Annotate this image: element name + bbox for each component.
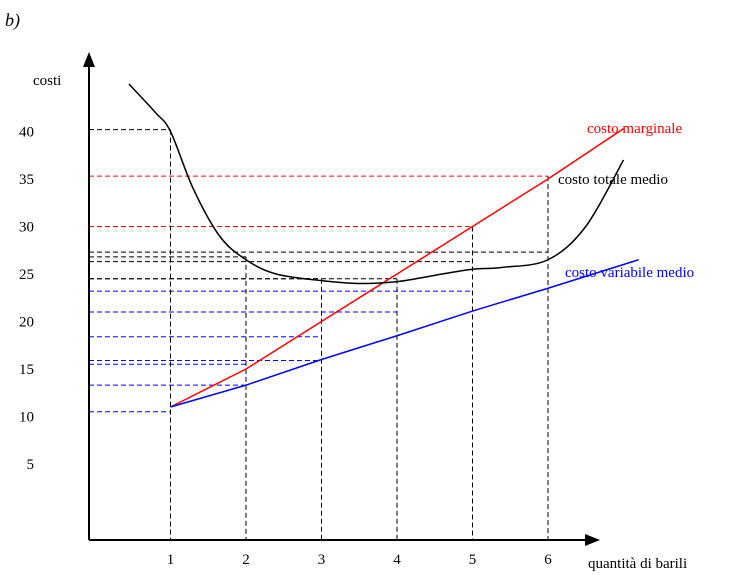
- y-axis-arrow: [83, 52, 95, 67]
- x-axis-label: quantità di barili: [588, 556, 687, 572]
- series-label-2: costo variabile medio: [565, 265, 694, 281]
- series-line-1: [128, 83, 625, 285]
- guide-lines: [89, 129, 549, 540]
- series-label-1: costo totale medio: [558, 172, 668, 188]
- x-tick-label: 2: [242, 552, 250, 568]
- y-tick-label: 40: [19, 125, 34, 141]
- series-line-0: [170, 128, 624, 408]
- y-axis-label: costi: [33, 73, 61, 89]
- y-tick-label: 10: [19, 410, 34, 426]
- y-tick-label: 5: [27, 457, 35, 473]
- series-label-0: costo marginale: [587, 121, 682, 137]
- series-line-2: [170, 259, 639, 408]
- series-lines: [128, 83, 639, 408]
- tick-labels: 1 2 3 4 5 6 5 10 15 20 25 30 35 40: [19, 125, 552, 569]
- x-axis-arrow: [585, 534, 600, 546]
- y-tick-label: 15: [19, 362, 34, 378]
- x-tick-label: 1: [167, 552, 175, 568]
- x-tick-label: 4: [393, 552, 401, 568]
- panel-label: b): [5, 10, 20, 31]
- x-tick-label: 6: [544, 552, 552, 568]
- y-tick-label: 35: [19, 172, 34, 188]
- x-tick-label: 5: [469, 552, 477, 568]
- y-tick-label: 25: [19, 267, 34, 283]
- y-tick-label: 20: [19, 315, 34, 331]
- series-labels: costo marginale costo totale medio costo v…: [558, 121, 694, 281]
- axes: [83, 52, 600, 546]
- x-tick-label: 3: [318, 552, 326, 568]
- y-tick-label: 30: [19, 220, 34, 236]
